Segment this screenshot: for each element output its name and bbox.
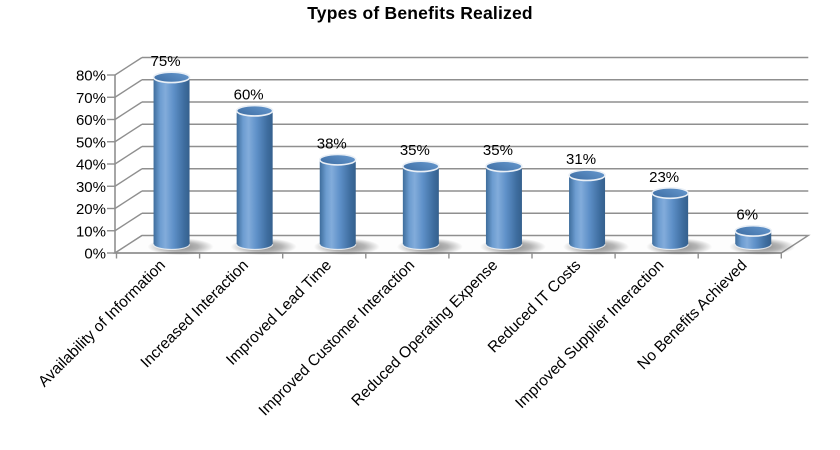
y-tick-label: 70% — [76, 90, 106, 107]
back-wall — [114, 56, 809, 254]
bar-cylinder: 38% — [313, 136, 380, 256]
bar-value-label: 35% — [483, 142, 513, 159]
y-tick-label: 80% — [76, 68, 106, 85]
depth-connector-line — [114, 145, 143, 165]
y-axis: 0% 10% 20% 30% 40% 50% 60% 70% 80% — [76, 68, 116, 263]
bar-top-cap — [235, 104, 274, 117]
bar-top-cap — [651, 187, 689, 200]
bar-bottom-rim — [568, 244, 606, 251]
bar-body — [485, 166, 522, 250]
depth-connector-line — [114, 101, 143, 121]
bar-cylinder: 35% — [479, 142, 546, 256]
bar-cylinder: 35% — [396, 142, 463, 256]
bar-bottom-rim — [485, 244, 523, 251]
depth-connector-line — [114, 56, 143, 76]
y-tick-label: 40% — [76, 157, 106, 174]
category-label: Improved Customer Interaction — [256, 257, 418, 419]
bar-body — [569, 175, 606, 250]
bar-bottom-rim — [152, 244, 191, 251]
y-tick-label: 0% — [84, 246, 106, 263]
bar-bottom-rim — [319, 244, 357, 251]
category-label: Reduced Operating Expense — [348, 257, 501, 410]
y-tick-label: 30% — [76, 179, 106, 196]
y-tick-label: 60% — [76, 112, 106, 129]
bar-cylinder: 75% — [147, 53, 214, 256]
depth-connector-line — [114, 79, 143, 98]
category-label: Improved Supplier Interaction — [512, 257, 667, 412]
bar-body — [153, 77, 190, 250]
bar-top-cap — [734, 224, 773, 237]
bar-value-label: 60% — [234, 87, 264, 104]
bar-value-label: 6% — [736, 207, 758, 224]
bar-cylinder: 23% — [646, 169, 713, 256]
bar-top-cap — [402, 160, 440, 173]
depth-connector-line — [114, 190, 143, 210]
y-tick-label: 20% — [76, 201, 106, 218]
bar-top-cap — [318, 153, 357, 166]
bar-top-cap — [568, 169, 606, 182]
bar-bottom-rim — [651, 244, 689, 251]
depth-connector-line — [114, 123, 143, 143]
bar-value-label: 75% — [151, 53, 181, 70]
bar-top-cap — [485, 160, 523, 173]
bar-value-label: 38% — [317, 136, 347, 153]
bar-value-label: 23% — [649, 169, 679, 186]
bar-bottom-rim — [236, 244, 274, 251]
y-tick-label: 10% — [76, 223, 106, 240]
bar-cylinder: 31% — [563, 151, 630, 256]
bar-value-label: 35% — [400, 142, 430, 159]
bar-top-cap — [152, 71, 191, 84]
bar-cylinder: 6% — [729, 207, 796, 256]
bar-body — [402, 166, 439, 250]
bar-bottom-rim — [734, 244, 772, 251]
chart-title: Types of Benefits Realized — [307, 3, 533, 23]
bar-bottom-rim — [402, 244, 440, 251]
bar-cylinder: 60% — [230, 87, 297, 256]
bar-body — [652, 193, 689, 250]
bar-value-label: 31% — [566, 151, 596, 168]
y-tick-label: 50% — [76, 134, 106, 151]
bar-body — [319, 159, 356, 250]
depth-connector-line — [114, 212, 143, 232]
bar-body — [236, 110, 273, 250]
depth-connector-line — [114, 168, 143, 187]
